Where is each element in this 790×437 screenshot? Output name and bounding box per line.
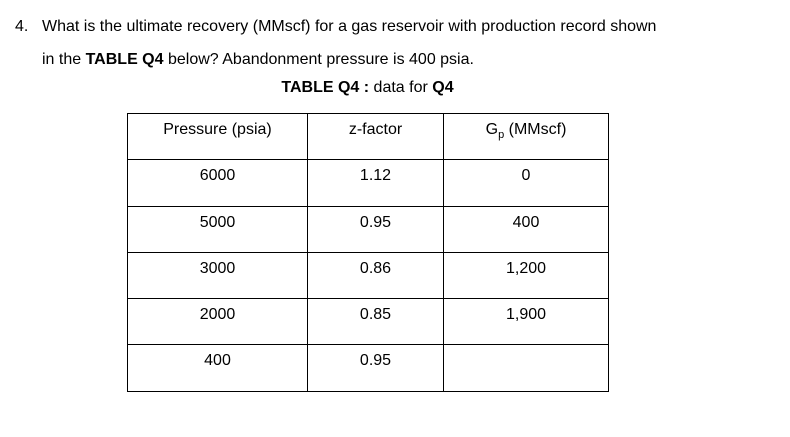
table-row: 3000 0.86 1,200: [127, 251, 609, 300]
question-block: 4. What is the ultimate recovery (MMscf)…: [15, 10, 780, 76]
cell-gp: 1,200: [443, 251, 609, 300]
cell-gp: 400: [443, 205, 609, 253]
question-text: What is the ultimate recovery (MMscf) fo…: [42, 10, 780, 76]
cell-pressure: 3000: [127, 251, 308, 300]
cell-gp: [443, 344, 609, 392]
table-row: 400 0.95: [127, 344, 609, 392]
question-line-2: in the TABLE Q4 below? Abandonment press…: [42, 43, 780, 76]
table-row: 2000 0.85 1,900: [127, 298, 609, 346]
cell-pressure: 2000: [127, 298, 308, 346]
gp-unit: (MMscf): [504, 121, 567, 138]
column-header-pressure: Pressure (psia): [127, 112, 308, 161]
cell-zfactor: 0.95: [307, 344, 444, 392]
table-title-bold-lead: TABLE Q4 :: [281, 79, 370, 96]
table-title-bold-tail: Q4: [432, 79, 454, 96]
cell-zfactor: 0.85: [307, 298, 444, 346]
table-header-row: Pressure (psia) z-factor Gp (MMscf): [127, 112, 609, 161]
cell-pressure: 6000: [127, 159, 308, 207]
gp-subscript: p: [498, 129, 505, 142]
gp-symbol: G: [485, 121, 499, 138]
cell-gp: 0: [443, 159, 609, 207]
question-line-2-post: below? Abandonment pressure is 400 psia.: [163, 51, 474, 68]
column-header-zfactor: z-factor: [307, 112, 444, 161]
table-title-normal: data for: [369, 79, 433, 96]
table-row: 6000 1.12 0: [127, 159, 609, 207]
cell-zfactor: 0.86: [307, 251, 444, 300]
cell-pressure: 400: [127, 344, 308, 392]
cell-zfactor: 0.95: [307, 205, 444, 253]
table-row: 5000 0.95 400: [127, 205, 609, 253]
cell-pressure: 5000: [127, 205, 308, 253]
data-table: Pressure (psia) z-factor Gp (MMscf) 6000…: [127, 112, 609, 392]
cell-gp: 1,900: [443, 298, 609, 346]
question-line-2-pre: in the: [42, 51, 86, 68]
question-line-1: What is the ultimate recovery (MMscf) fo…: [42, 18, 657, 35]
question-line-2-bold: TABLE Q4: [85, 51, 164, 68]
cell-zfactor: 1.12: [307, 159, 444, 207]
column-header-gp: Gp (MMscf): [443, 112, 609, 161]
table-title: TABLE Q4 : data for Q4: [127, 77, 608, 99]
question-number: 4.: [15, 18, 29, 35]
